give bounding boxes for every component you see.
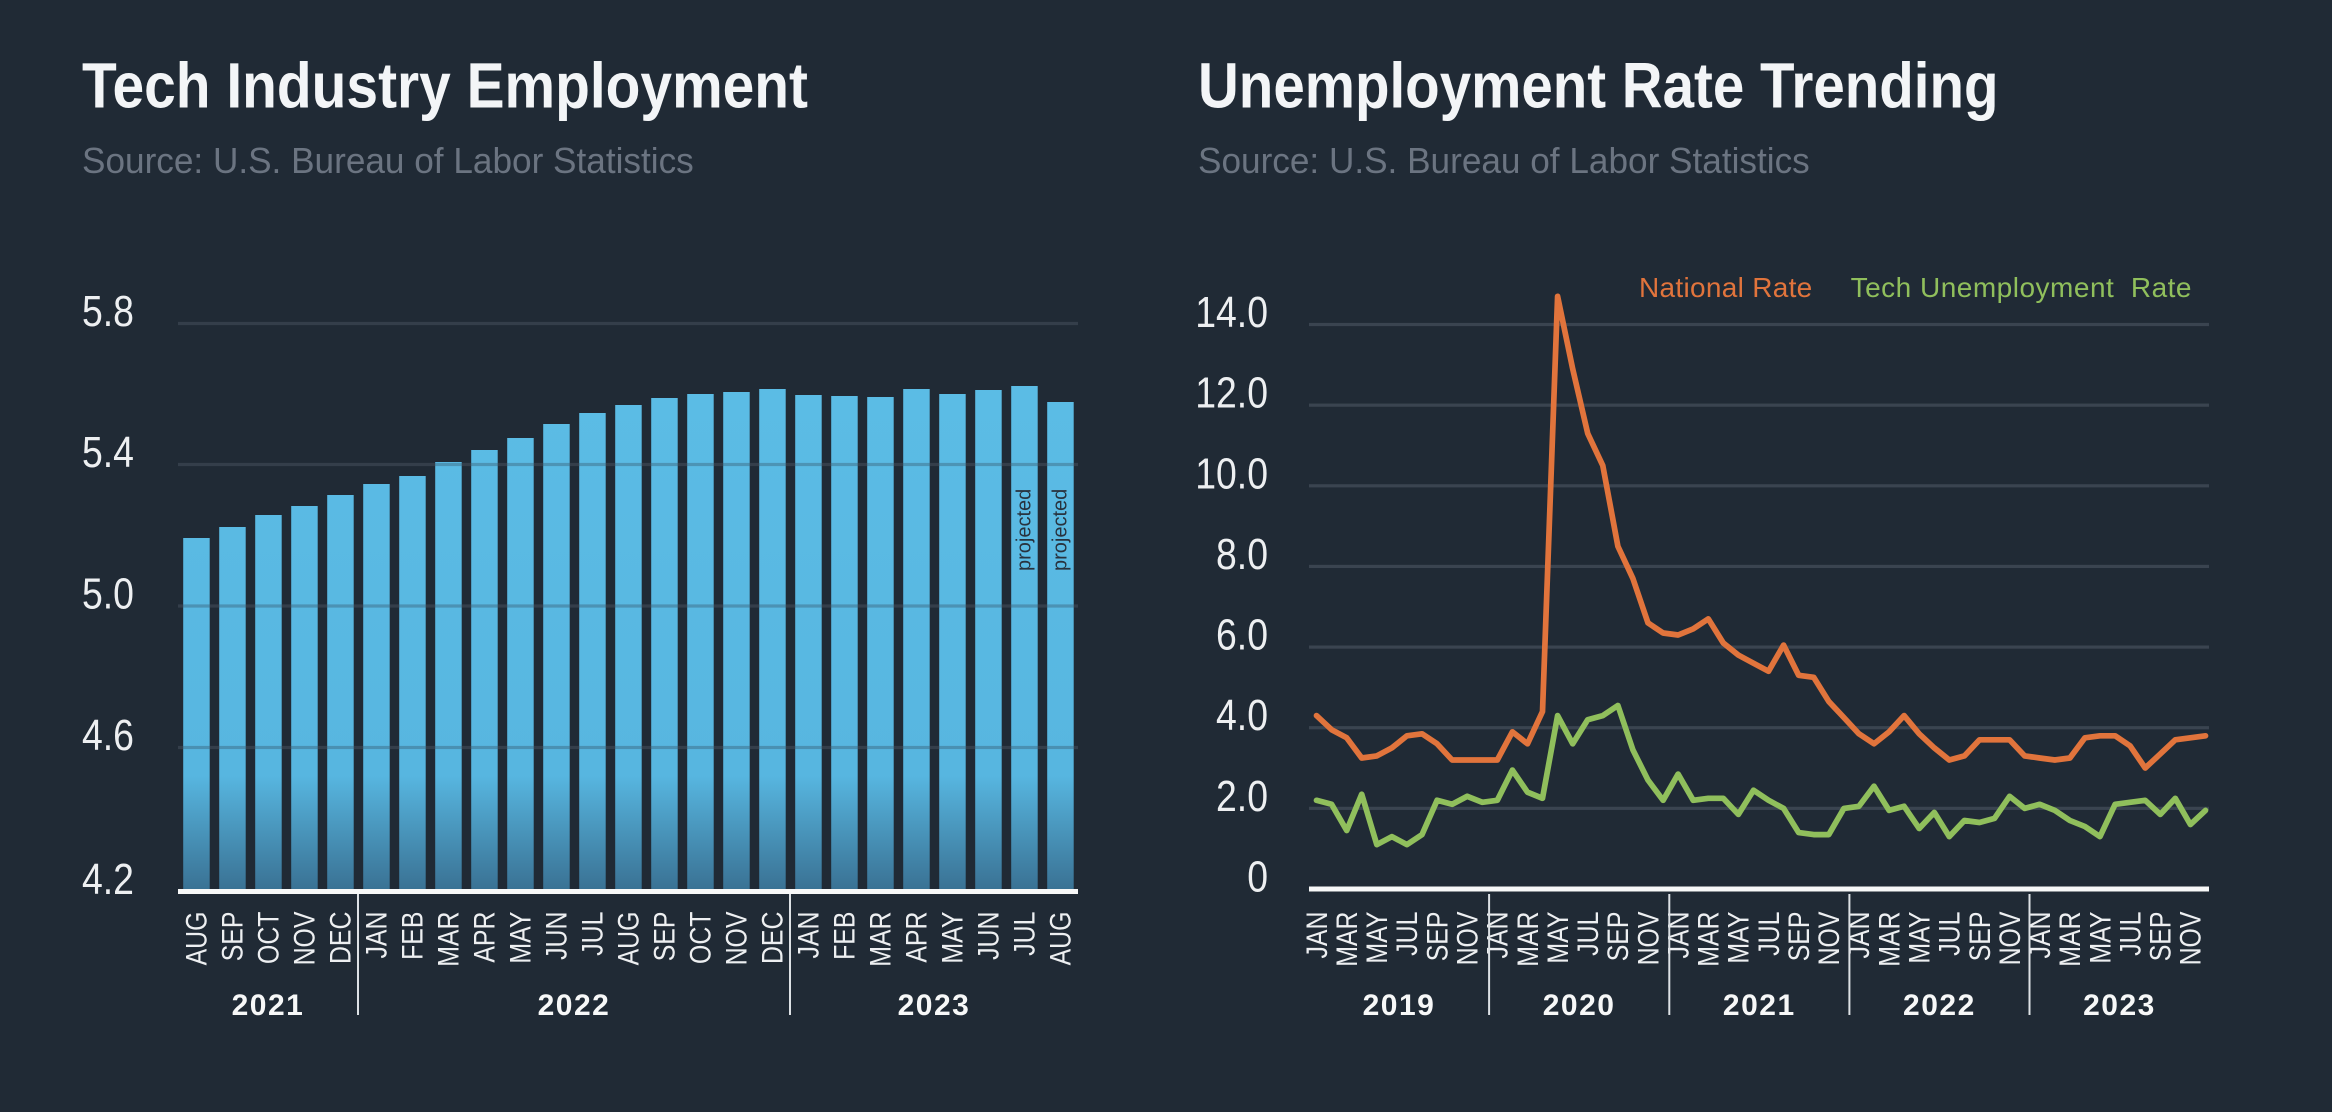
svg-text:MAY: MAY — [503, 912, 537, 964]
svg-text:5.0: 5.0 — [82, 569, 134, 619]
svg-text:NOV: NOV — [287, 911, 321, 965]
svg-text:MAR: MAR — [2053, 912, 2087, 967]
svg-text:12.0: 12.0 — [1195, 368, 1268, 418]
svg-text:JUL: JUL — [1932, 912, 1966, 956]
svg-text:Tech Industry Employment: Tech Industry Employment — [82, 49, 808, 121]
svg-text:JUN: JUN — [971, 912, 1005, 960]
svg-text:JAN: JAN — [1661, 912, 1695, 959]
svg-text:2021: 2021 — [232, 989, 305, 1022]
svg-text:2022: 2022 — [1903, 989, 1976, 1022]
svg-text:Source: U.S. Bureau of Labor S: Source: U.S. Bureau of Labor Statistics — [1198, 141, 1810, 181]
svg-text:AUG: AUG — [179, 912, 213, 966]
svg-text:MAY: MAY — [1360, 912, 1394, 964]
svg-text:4.2: 4.2 — [82, 854, 134, 904]
svg-text:Unemployment Rate Trending: Unemployment Rate Trending — [1198, 49, 1999, 121]
svg-text:JUL: JUL — [1752, 912, 1786, 956]
svg-text:2021: 2021 — [1723, 989, 1796, 1022]
svg-text:DEC: DEC — [323, 912, 357, 965]
svg-text:2019: 2019 — [1363, 989, 1436, 1022]
svg-text:AUG: AUG — [611, 912, 645, 966]
svg-text:MAY: MAY — [1722, 912, 1756, 964]
svg-text:JAN: JAN — [359, 912, 393, 959]
svg-text:10.0: 10.0 — [1195, 448, 1268, 498]
svg-text:JAN: JAN — [1480, 912, 1514, 959]
svg-text:FEB: FEB — [395, 912, 429, 960]
svg-text:SEP: SEP — [1782, 912, 1816, 962]
svg-text:OCT: OCT — [251, 911, 285, 964]
svg-text:MAY: MAY — [1902, 912, 1936, 964]
svg-text:2022: 2022 — [538, 989, 611, 1022]
svg-text:NOV: NOV — [2174, 911, 2208, 965]
svg-text:4.6: 4.6 — [82, 710, 134, 760]
svg-text:MAR: MAR — [1872, 912, 1906, 967]
svg-text:JUL: JUL — [575, 912, 609, 956]
svg-text:MAY: MAY — [1541, 912, 1575, 964]
svg-text:MAR: MAR — [1691, 912, 1725, 967]
svg-text:JUL: JUL — [2113, 912, 2147, 956]
svg-text:NOV: NOV — [1450, 911, 1484, 965]
svg-text:MAY: MAY — [2083, 912, 2117, 964]
svg-text:JUL: JUL — [1571, 912, 1605, 956]
svg-text:SEP: SEP — [647, 912, 681, 962]
svg-text:5.4: 5.4 — [82, 427, 134, 477]
svg-text:APR: APR — [467, 912, 501, 963]
svg-text:4.0: 4.0 — [1216, 690, 1268, 740]
svg-text:2020: 2020 — [1543, 989, 1616, 1022]
svg-text:JAN: JAN — [1842, 912, 1876, 959]
svg-text:8.0: 8.0 — [1216, 529, 1268, 579]
svg-text:SEP: SEP — [215, 912, 249, 962]
svg-text:5.8: 5.8 — [82, 286, 134, 336]
svg-text:OCT: OCT — [683, 911, 717, 964]
svg-text:JUL: JUL — [1390, 912, 1424, 956]
svg-text:NOV: NOV — [719, 911, 753, 965]
svg-text:MAR: MAR — [1330, 912, 1364, 967]
svg-text:JAN: JAN — [2023, 912, 2057, 959]
svg-text:NOV: NOV — [1993, 911, 2027, 965]
svg-text:JUL: JUL — [1007, 912, 1041, 956]
svg-text:SEP: SEP — [1601, 912, 1635, 962]
svg-text:NOV: NOV — [1631, 911, 1665, 965]
svg-text:2023: 2023 — [898, 989, 971, 1022]
svg-text:2.0: 2.0 — [1216, 771, 1268, 821]
svg-text:JAN: JAN — [1300, 912, 1334, 959]
svg-text:DEC: DEC — [755, 912, 789, 965]
svg-text:SEP: SEP — [1420, 912, 1454, 962]
svg-text:projected: projected — [1014, 489, 1036, 571]
svg-text:Tech Unemployment Rate: Tech Unemployment Rate — [1851, 272, 2192, 303]
svg-text:Source: U.S. Bureau of Labor S: Source: U.S. Bureau of Labor Statistics — [82, 141, 694, 181]
svg-text:MAR: MAR — [863, 912, 897, 967]
svg-text:AUG: AUG — [1043, 912, 1077, 966]
svg-text:0: 0 — [1247, 852, 1268, 902]
svg-text:6.0: 6.0 — [1216, 610, 1268, 660]
svg-text:JUN: JUN — [539, 912, 573, 960]
svg-text:FEB: FEB — [827, 912, 861, 960]
svg-text:National Rate: National Rate — [1639, 272, 1813, 303]
svg-text:SEP: SEP — [1963, 912, 1997, 962]
svg-text:MAR: MAR — [431, 912, 465, 967]
svg-text:JAN: JAN — [791, 912, 825, 959]
svg-text:14.0: 14.0 — [1195, 287, 1268, 337]
svg-text:MAY: MAY — [935, 912, 969, 964]
svg-text:SEP: SEP — [2143, 912, 2177, 962]
svg-text:2023: 2023 — [2083, 989, 2156, 1022]
svg-text:projected: projected — [1050, 489, 1072, 571]
svg-text:MAR: MAR — [1511, 912, 1545, 967]
svg-text:APR: APR — [899, 912, 933, 963]
svg-text:NOV: NOV — [1812, 911, 1846, 965]
